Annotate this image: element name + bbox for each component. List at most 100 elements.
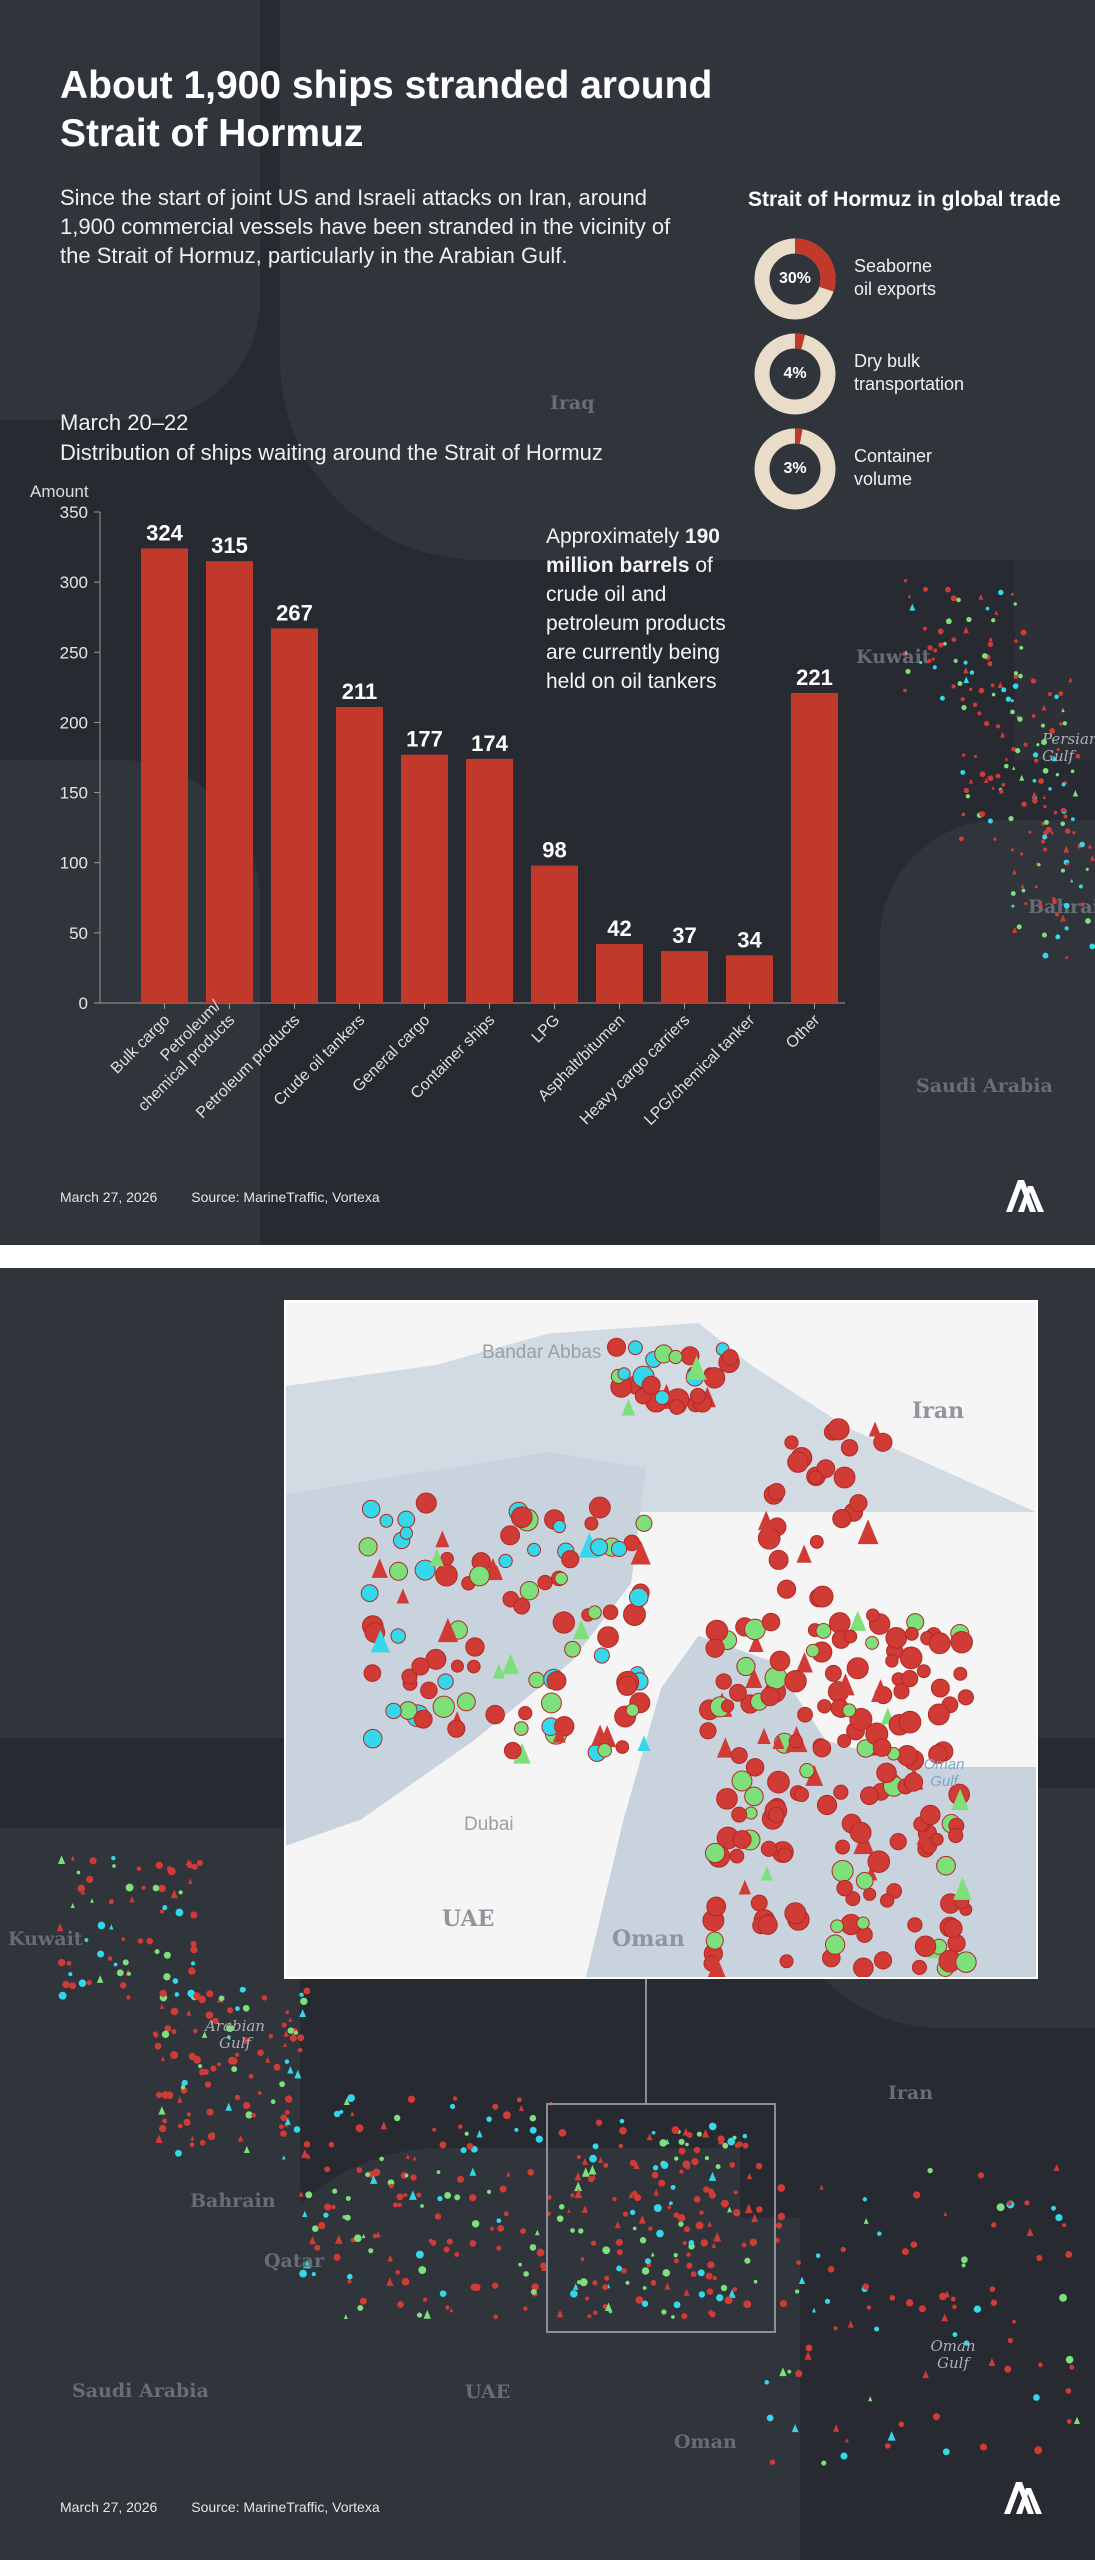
ship-marker [159,2003,164,2009]
ship-marker [761,1612,781,1632]
map-land [880,820,1095,1245]
ship-marker [791,2424,799,2433]
ship-marker [998,589,1004,596]
ship-marker [302,2210,308,2217]
ship-marker [289,2034,297,2042]
ship-marker [981,653,988,659]
ship-marker [1030,678,1037,684]
intro-text: Since the start of joint US and Israeli … [60,185,671,268]
ship-marker [702,2128,710,2138]
ship-marker [1061,782,1066,787]
ship-marker [518,2262,522,2267]
ship-marker [534,2229,540,2236]
ship-marker [469,2194,477,2202]
ship-marker [1013,671,1019,676]
ship-marker [158,2106,166,2115]
ship-marker [217,2062,222,2067]
ship-marker [681,2313,688,2320]
ship-marker [239,1986,246,1993]
ship-marker [653,2204,662,2213]
ship-marker [245,2111,253,2119]
ship-marker [930,1832,944,1846]
x-tick-label: Other [783,1011,824,1052]
ship-marker [1013,674,1018,680]
map-label-persian-gulf: Persian Gulf [1042,730,1095,765]
ship-marker [707,1955,726,1977]
callout-text: Approximately 190 million barrels of cru… [546,522,756,696]
ship-marker [671,2126,680,2134]
ship-marker [879,1893,895,1908]
ship-marker [1010,709,1015,715]
ship-marker [155,1861,163,1870]
ship-marker [185,1858,192,1866]
ship-marker [1001,687,1007,693]
ship-marker [390,1628,406,1644]
donut-fill [754,333,836,415]
ship-marker [809,1535,824,1549]
ship-marker [1024,902,1028,906]
ship-marker [234,2094,241,2101]
ship-marker [153,2032,159,2038]
ship-marker [356,2167,363,2173]
ship-marker [1060,868,1066,873]
ship-marker [1018,673,1023,679]
ship-marker [965,794,970,799]
ship-marker [552,1611,575,1634]
ship-marker [945,618,952,625]
ship-marker [958,836,964,842]
ship-marker [1028,830,1032,834]
ship-marker [983,720,990,727]
ship-marker [129,1896,135,1903]
ship-marker [527,1542,541,1557]
x-tick-label: LPG/chemical tanker [641,1011,759,1129]
ship-marker [530,2288,537,2295]
ship-marker [57,1958,66,1967]
ship-marker [1055,2213,1063,2222]
ship-marker [576,2280,582,2285]
ship-marker [207,2132,216,2141]
ship-marker [561,1550,580,1569]
ship-marker [78,1979,87,1987]
ship-marker [528,1671,545,1689]
ship-marker [641,1375,661,1395]
ship-marker [686,2262,693,2269]
ship-marker [235,2006,240,2011]
ship-marker [229,2056,238,2065]
donut-label: Seaborne oil exports [854,255,1054,301]
ship-marker [652,2165,659,2171]
ship-marker [193,2028,198,2034]
ship-marker [396,2193,404,2201]
ship-marker [760,1686,780,1707]
ship-marker [516,2097,522,2103]
ship-marker [358,1537,378,1557]
chart-subtitle: Distribution of ships waiting around the… [60,440,603,465]
ship-marker [343,2097,350,2106]
ship-marker [824,1664,842,1682]
ship-marker [385,1702,402,1720]
ship-marker [1040,839,1046,844]
ship-marker [673,2212,680,2218]
ship-marker [237,2134,244,2142]
ship-marker [514,2127,519,2132]
ship-marker [1070,769,1075,774]
ship-marker [439,2290,447,2297]
donut-chart [754,333,836,415]
ship-marker [1008,816,1014,822]
ship-marker [188,1967,196,1975]
ship-marker [963,2340,970,2346]
map-label-qatar: Qatar [264,2250,324,2272]
ship-marker [189,2142,195,2148]
bar [596,944,643,1003]
ship-marker [1065,862,1070,866]
ship-marker [476,2130,483,2138]
ship-marker [991,786,995,790]
ship-marker [860,1786,879,1806]
ship-marker [375,2231,381,2238]
ship-marker [1032,798,1038,804]
ship-marker [190,1940,197,1947]
map-land [280,0,1095,560]
ship-marker [736,2141,743,2148]
ship-marker [1043,819,1049,825]
ship-marker [1049,728,1056,734]
ship-marker [868,1421,882,1437]
